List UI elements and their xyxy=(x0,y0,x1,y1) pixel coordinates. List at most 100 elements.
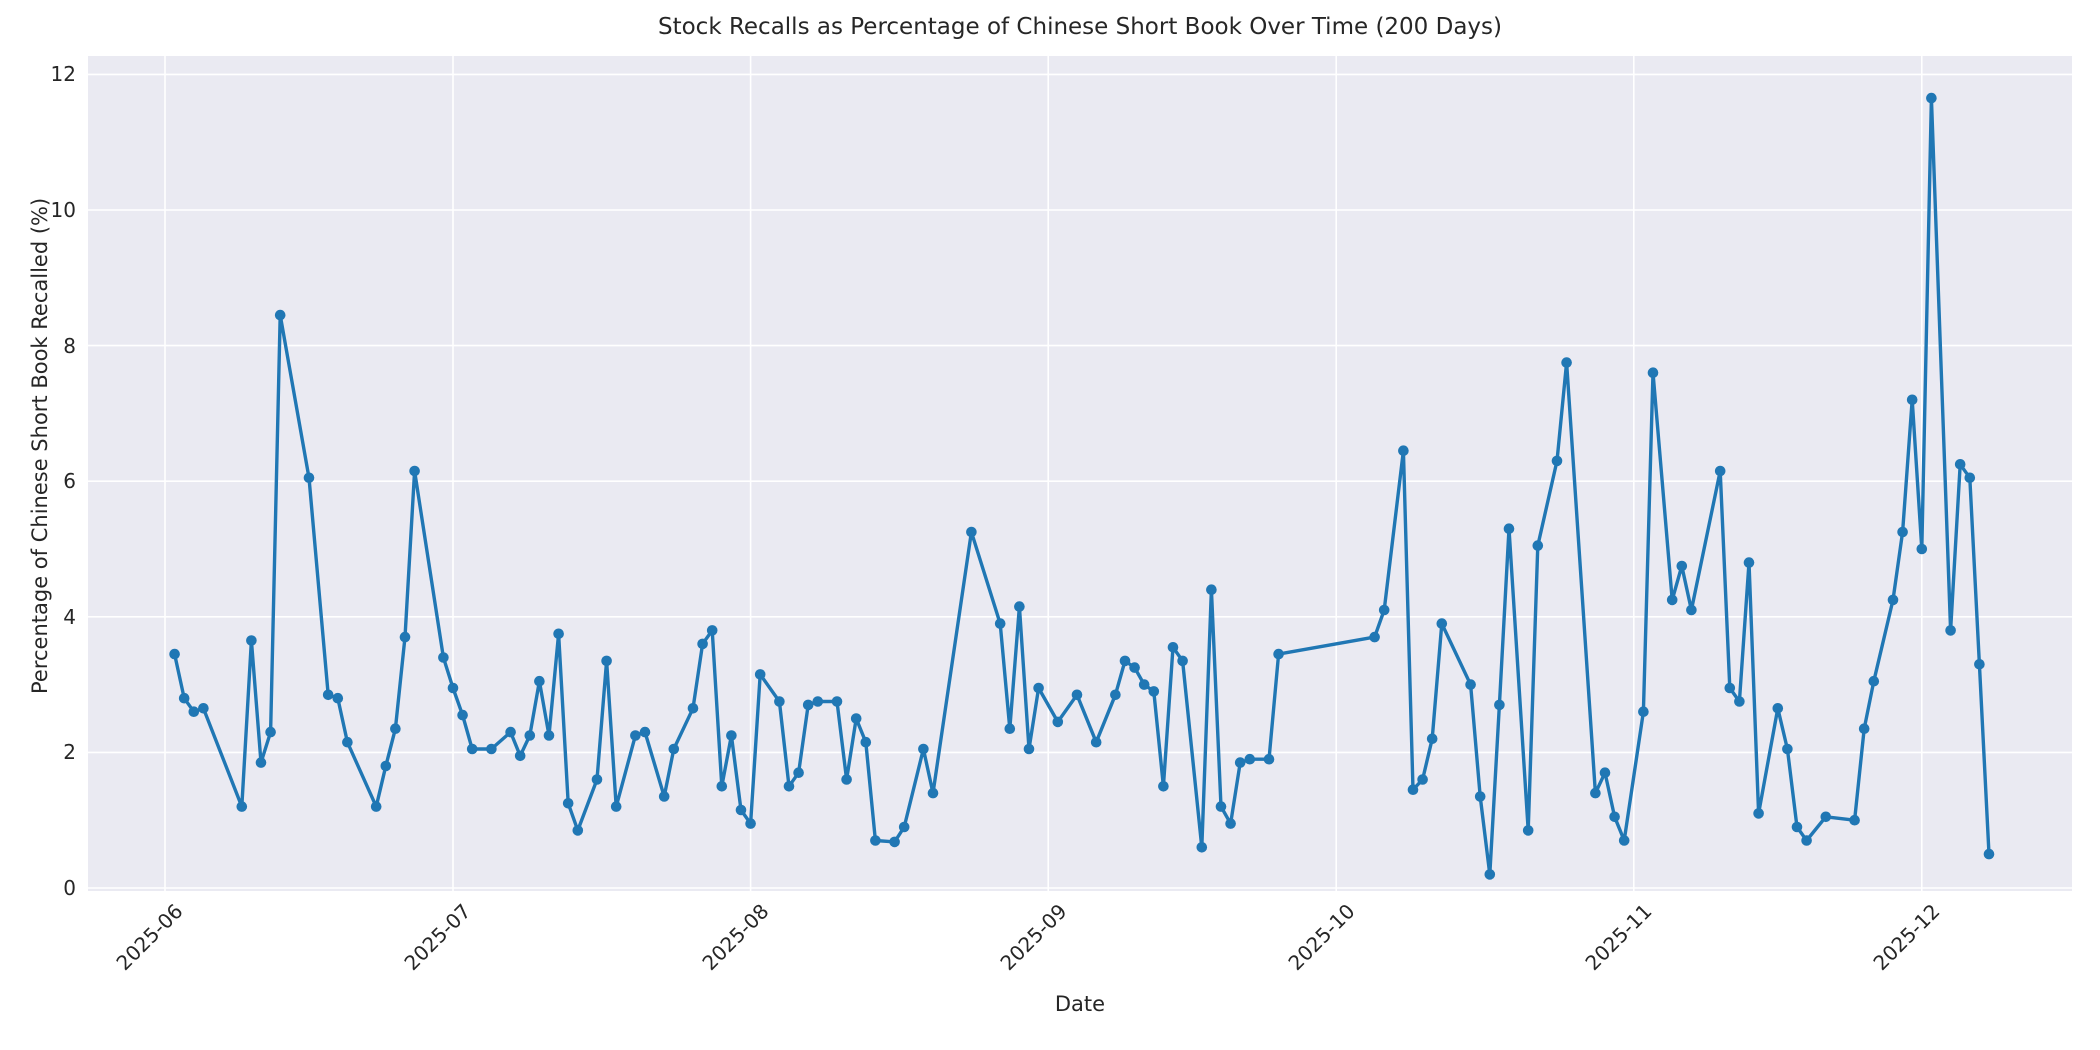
data-point xyxy=(1014,601,1025,612)
data-point xyxy=(860,736,872,748)
data-point xyxy=(1071,689,1083,701)
data-point xyxy=(1023,743,1035,755)
data-point xyxy=(1647,367,1659,379)
y-tick-label: 12 xyxy=(50,62,76,87)
data-point xyxy=(793,767,804,778)
data-point xyxy=(1484,869,1496,880)
data-point xyxy=(1551,455,1563,467)
data-point xyxy=(1234,757,1246,768)
data-point xyxy=(870,835,881,846)
data-point xyxy=(1791,821,1803,833)
data-point xyxy=(687,703,699,714)
y-tick-label: 4 xyxy=(63,604,76,629)
data-point xyxy=(697,638,708,650)
data-point xyxy=(745,818,756,829)
data-point xyxy=(1590,787,1601,799)
data-point xyxy=(1753,808,1764,819)
data-point xyxy=(188,706,200,717)
data-point xyxy=(1090,736,1102,748)
data-point xyxy=(1436,618,1448,629)
data-point xyxy=(178,692,190,704)
data-point xyxy=(1244,753,1256,765)
data-point xyxy=(1868,675,1880,687)
data-point xyxy=(812,696,824,707)
data-point xyxy=(1964,472,1976,484)
data-point xyxy=(380,760,392,772)
data-point xyxy=(1772,703,1784,714)
data-point xyxy=(1474,791,1486,802)
data-point xyxy=(1858,723,1870,734)
data-point xyxy=(1820,811,1832,823)
data-point xyxy=(918,743,929,755)
data-point xyxy=(783,781,795,792)
data-point xyxy=(1196,842,1208,853)
data-point xyxy=(1167,642,1179,653)
chart-title: Stock Recalls as Percentage of Chinese S… xyxy=(657,14,1502,40)
y-tick-label: 0 xyxy=(63,876,76,900)
data-point xyxy=(1407,784,1419,795)
data-point xyxy=(1906,394,1918,406)
data-point xyxy=(610,801,622,812)
data-point xyxy=(1273,648,1284,660)
y-tick-label: 2 xyxy=(63,740,76,765)
data-point xyxy=(399,631,411,643)
data-point xyxy=(841,774,852,785)
data-point xyxy=(601,655,612,667)
y-tick-label: 8 xyxy=(63,333,76,358)
data-point xyxy=(889,836,900,848)
data-point xyxy=(1158,781,1169,792)
data-point xyxy=(1215,801,1227,812)
data-point xyxy=(1177,655,1188,667)
x-axis-label: Date xyxy=(1054,992,1106,1016)
data-point xyxy=(1916,543,1928,555)
data-point xyxy=(850,713,862,724)
data-point xyxy=(1926,92,1937,104)
data-point xyxy=(1618,835,1630,846)
data-point xyxy=(898,821,910,833)
data-point xyxy=(1119,655,1131,667)
data-point xyxy=(1974,659,1985,670)
data-point xyxy=(735,804,747,816)
data-point xyxy=(1004,723,1016,734)
data-point xyxy=(332,692,344,704)
data-point xyxy=(1263,753,1275,765)
data-point xyxy=(409,465,420,477)
data-point xyxy=(274,309,286,321)
data-point xyxy=(1609,811,1620,823)
data-point xyxy=(1522,825,1534,836)
data-point xyxy=(524,730,536,741)
data-point xyxy=(1378,604,1390,616)
data-point xyxy=(390,723,401,734)
data-point xyxy=(534,675,545,687)
data-point xyxy=(505,726,516,738)
data-point xyxy=(1494,699,1505,711)
data-point xyxy=(303,472,315,484)
data-point xyxy=(1638,706,1649,717)
data-point xyxy=(265,726,276,738)
data-point xyxy=(927,787,939,799)
data-point xyxy=(1426,733,1438,745)
data-point xyxy=(1129,662,1140,673)
data-point xyxy=(1743,557,1755,568)
data-point xyxy=(447,682,459,694)
data-point xyxy=(1954,459,1966,470)
data-point xyxy=(1561,357,1572,368)
data-point xyxy=(1138,679,1150,690)
data-point xyxy=(1369,631,1380,643)
data-point xyxy=(457,709,468,721)
data-point xyxy=(1724,682,1736,694)
data-point xyxy=(802,699,814,711)
data-point xyxy=(774,696,785,707)
data-point xyxy=(438,652,449,663)
data-point xyxy=(1849,814,1860,826)
data-point xyxy=(1052,716,1064,728)
data-point xyxy=(591,774,603,785)
data-point xyxy=(1417,774,1428,785)
data-point xyxy=(716,781,728,792)
data-point xyxy=(1686,604,1697,616)
data-point xyxy=(1666,594,1678,606)
data-point xyxy=(639,726,651,738)
data-point xyxy=(246,635,257,646)
